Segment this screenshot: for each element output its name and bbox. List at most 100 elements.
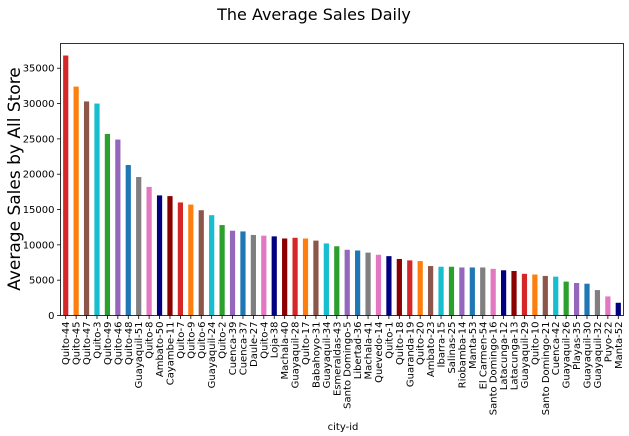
bar-Manta-52 — [615, 302, 621, 316]
x-tick-label: Quito-9 — [186, 322, 197, 359]
bar-Machala-41 — [365, 252, 371, 316]
bar-Loja-38 — [271, 236, 277, 316]
x-tick-label: Guayaquil-24 — [207, 322, 218, 389]
bar-Guayaquil-32 — [594, 290, 601, 316]
bar-Quito-47 — [83, 101, 90, 316]
y-tick-label: 20000 — [23, 170, 55, 181]
bar-Guayaquil-30 — [584, 283, 590, 316]
x-tick-label: Quito-1 — [384, 322, 395, 359]
bar-Latacunga-13 — [511, 270, 517, 316]
y-tick-label: 15000 — [23, 205, 55, 216]
bar-Playas-35 — [573, 283, 580, 316]
x-tick-label: Quito-49 — [103, 322, 114, 366]
y-tick-label: 10000 — [23, 240, 55, 251]
x-tick-label: Loja-38 — [270, 322, 281, 359]
bar-El Carmen-54 — [480, 267, 486, 316]
y-tick-label: 30000 — [23, 99, 55, 110]
x-tick-label: Quito-46 — [113, 322, 124, 366]
x-tick-label: Guayaquil-28 — [291, 322, 302, 389]
bar-Manta-53 — [469, 267, 475, 316]
x-tick-label: Salinas-25 — [447, 322, 458, 374]
x-tick-label: Ambato-23 — [426, 322, 437, 378]
bar-Daule-27 — [250, 234, 256, 316]
bar-Machala-40 — [282, 238, 288, 316]
bar-Cuenca-42 — [553, 276, 559, 316]
bar-Quito-44 — [63, 55, 69, 316]
bar-Quito-7 — [177, 202, 183, 316]
bar-Guayaquil-29 — [521, 273, 528, 316]
x-tick-label: Guaranda-19 — [405, 322, 416, 388]
y-tick-label: 0 — [48, 311, 54, 322]
x-tick-label: Manta-53 — [468, 322, 479, 369]
bar-Puyo-22 — [605, 296, 611, 316]
x-tick-label: Manta-52 — [614, 322, 625, 369]
plot-area: 0 5000 10000 15000 20000 25000 30000 35000 Quit… — [23, 43, 625, 416]
bar-Cayambe-11 — [167, 196, 173, 316]
x-tick-label: Guayaquil-30 — [583, 322, 594, 389]
bar-Quito-2 — [219, 225, 225, 316]
x-tick-label: Quito-2 — [218, 322, 229, 359]
x-tick-label: Guayaquil-26 — [562, 322, 573, 389]
x-tick-label: Santo Domingo-21 — [541, 322, 552, 416]
bar-Quito-49 — [104, 133, 111, 316]
x-tick-label: Daule-27 — [249, 322, 260, 367]
x-tick-label: Machala-40 — [280, 322, 291, 380]
x-tick-label: Quito-3 — [92, 322, 103, 359]
x-tick-label: Santo Domingo-5 — [343, 322, 354, 409]
bar-Esmeraldas-43 — [334, 246, 340, 316]
bar-Quito-10 — [532, 274, 538, 316]
bar-Guayaquil-24 — [209, 215, 215, 316]
bar-Guayaquil-34 — [323, 243, 329, 316]
x-tick-label: Machala-41 — [364, 322, 375, 380]
x-tick-label: Quito-48 — [124, 322, 135, 366]
bar-Ambato-50 — [156, 195, 163, 316]
bar-Quevedo-14 — [375, 254, 382, 316]
bar-Quito-1 — [386, 256, 392, 316]
x-tick-label: Santo Domingo-16 — [489, 321, 500, 415]
bar-Santo Domingo-21 — [542, 275, 548, 316]
x-tick-label: Quito-8 — [145, 322, 156, 359]
bar-Quito-3 — [94, 103, 100, 316]
x-tick-label: Babahoyo-31 — [311, 322, 322, 388]
x-tick-label: Cuenca-39 — [228, 322, 239, 376]
bar-Quito-18 — [396, 258, 402, 316]
bar-Quito-6 — [198, 210, 204, 316]
bar-Guayaquil-51 — [136, 177, 142, 316]
bar-Quito-46 — [115, 139, 121, 316]
x-tick-label: Quito-45 — [72, 322, 83, 366]
bar-Quito-17 — [302, 238, 309, 316]
bar-Santo Domingo-16 — [490, 268, 496, 316]
x-tick-label: Quito-47 — [82, 322, 93, 366]
x-axis-label: city-id — [328, 422, 359, 433]
x-tick-label: Riobamba-14 — [457, 322, 468, 389]
x-tick-label: Guayaquil-51 — [134, 322, 145, 389]
bar-Guaranda-19 — [407, 260, 413, 316]
bar-Latacunga-12 — [501, 270, 507, 316]
bar-Libertad-36 — [355, 250, 361, 316]
chart-title: The Average Sales Daily — [216, 5, 411, 24]
x-tick-label: Quito-6 — [197, 322, 208, 359]
x-tick-label: Playas-35 — [572, 322, 583, 371]
plot-frame — [60, 43, 624, 316]
bar-Ambato-23 — [428, 266, 434, 316]
bar-Guayaquil-26 — [563, 281, 569, 316]
x-tick-label: El Carmen-54 — [478, 322, 489, 390]
x-axis: Quito-44 Quito-45 Quito-47 Quito-3 Quito-49 Q… — [61, 315, 625, 416]
x-tick-label: Latacunga-12 — [499, 321, 510, 390]
x-tick-label: Quito-10 — [530, 322, 541, 366]
x-tick-label: Cuenca-37 — [238, 322, 249, 376]
x-tick-label: Guayaquil-32 — [593, 322, 604, 389]
x-tick-label: Libertad-36 — [353, 322, 364, 380]
x-tick-label: Esmeraldas-43 — [332, 322, 343, 396]
y-tick-label: 25000 — [23, 134, 55, 145]
x-tick-label: Quito-17 — [301, 322, 312, 366]
x-tick-label: Cayambe-11 — [165, 322, 176, 386]
x-tick-label: Quito-44 — [61, 322, 72, 366]
bar-Ibarra-15 — [438, 266, 444, 316]
y-tick-label: 35000 — [23, 64, 55, 75]
x-tick-label: Quito-18 — [395, 322, 406, 366]
x-tick-label: Guayaquil-29 — [520, 322, 531, 389]
bar-Quito-8 — [146, 186, 152, 316]
x-tick-label: Puyo-22 — [603, 322, 614, 363]
